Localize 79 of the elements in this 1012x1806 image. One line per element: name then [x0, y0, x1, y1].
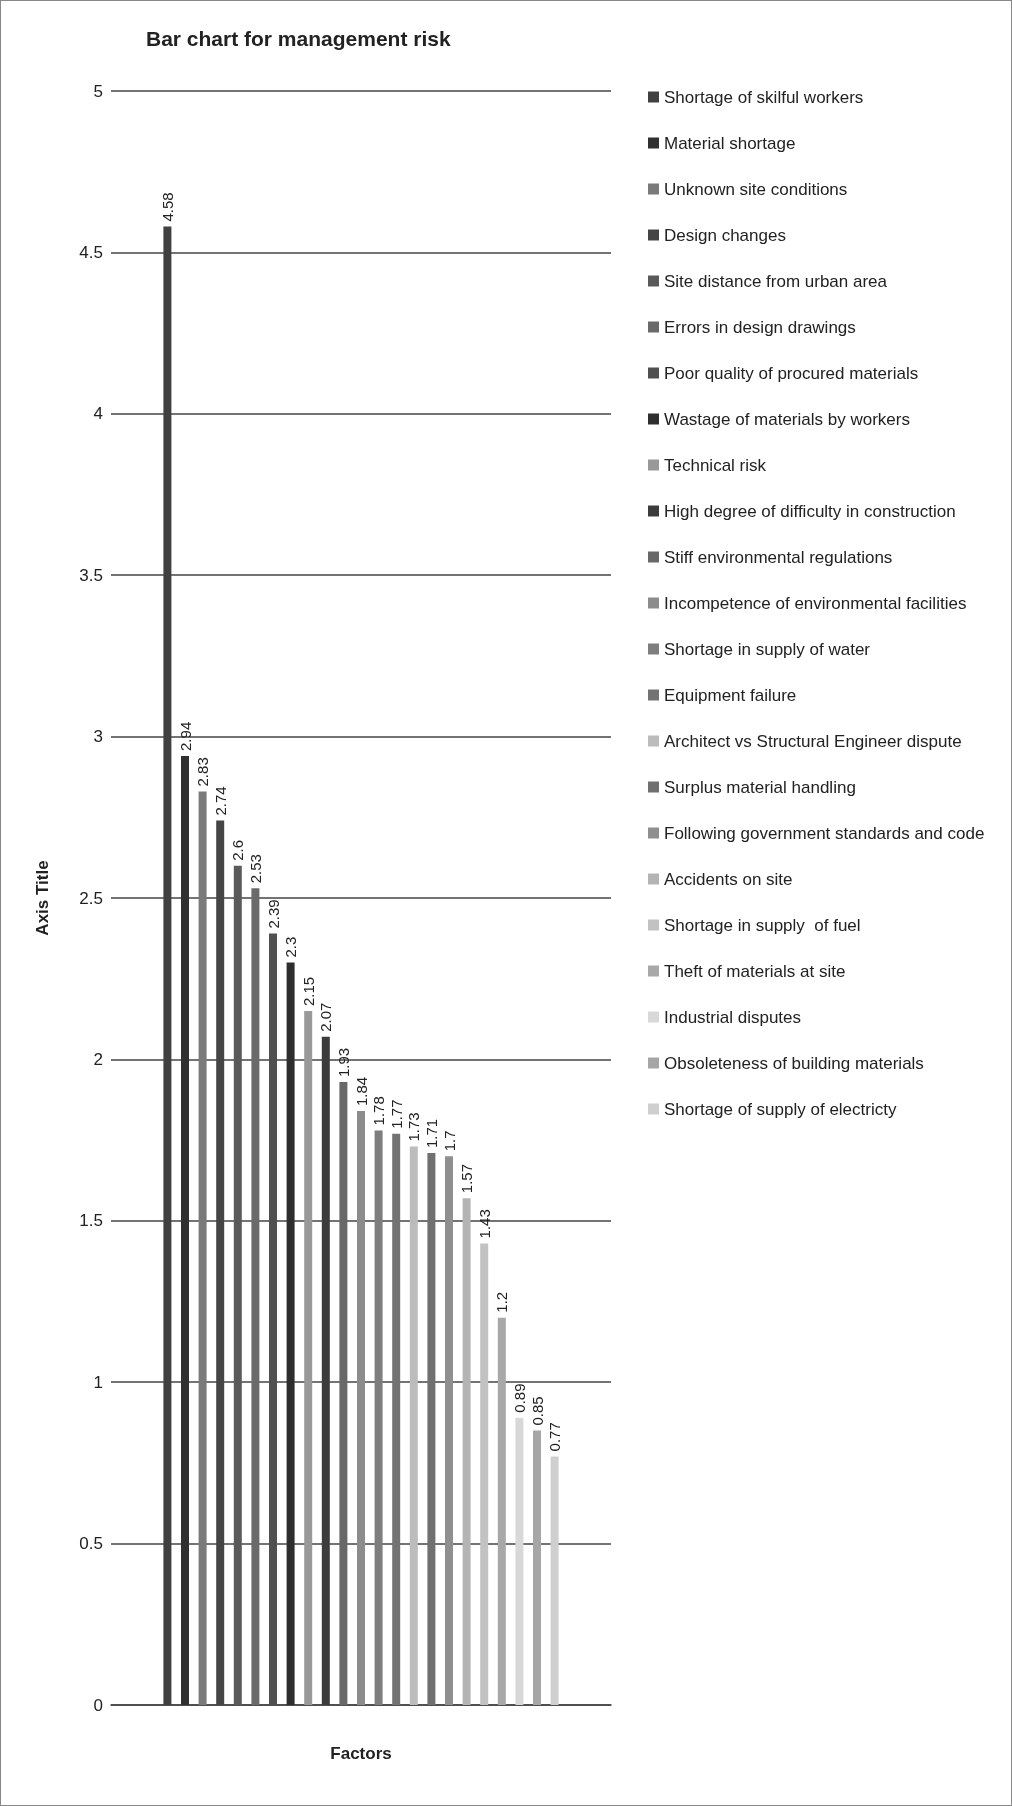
y-tick-label: 0.5 [79, 1534, 103, 1554]
y-tick-label: 4 [93, 404, 103, 424]
legend-label: Stiff environmental regulations [664, 547, 893, 567]
bar [357, 1111, 365, 1705]
legend-label: Shortage in supply of water [664, 639, 871, 659]
legend-label: Design changes [664, 225, 786, 245]
legend-label: Poor quality of procured materials [664, 363, 919, 383]
data-label: 0.77 [546, 1422, 564, 1452]
legend-label: Accidents on site [664, 869, 793, 889]
bar [339, 1082, 348, 1705]
y-tick-label: 4.5 [79, 242, 103, 262]
y-tick-label: 3 [93, 727, 103, 747]
legend-label: Unknown site conditions [664, 179, 848, 199]
bar [233, 865, 242, 1705]
data-label: 2.53 [246, 854, 264, 884]
legend-label: Industrial disputes [664, 1007, 802, 1027]
legend-label: Shortage in supply of fuel [664, 915, 861, 935]
data-label: 2.15 [299, 976, 317, 1006]
data-label: 1.93 [334, 1047, 352, 1077]
bar [497, 1317, 506, 1705]
legend-label: Surplus material handling [664, 777, 856, 797]
legend-label: Wastage of materials by workers [664, 409, 910, 429]
data-label: 1.73 [405, 1112, 423, 1142]
bar [480, 1243, 489, 1705]
legend-label: Equipment failure [664, 685, 797, 705]
data-label: 1.57 [458, 1164, 476, 1194]
y-tick-label: 3.5 [79, 565, 103, 585]
data-label: 1.7 [440, 1130, 458, 1152]
data-label: 2.94 [176, 721, 194, 751]
bar [533, 1430, 541, 1705]
y-tick-label: 1.5 [79, 1211, 103, 1231]
legend-label: Site distance from urban area [664, 271, 888, 291]
data-label: 2.07 [317, 1002, 335, 1032]
y-tick-label: 2 [93, 1049, 103, 1069]
bar [427, 1153, 436, 1705]
y-tick-label: 1 [93, 1372, 103, 1392]
data-label: 2.74 [211, 786, 229, 816]
data-label: 2.6 [229, 839, 247, 861]
y-tick-label: 5 [93, 81, 103, 101]
bar [515, 1417, 524, 1705]
y-tick-label: 0 [93, 1695, 103, 1715]
data-label: 0.89 [510, 1383, 528, 1413]
bar [445, 1156, 453, 1705]
data-label: 1.2 [493, 1291, 511, 1313]
data-label: 2.39 [264, 899, 282, 929]
x-axis-title: Factors [330, 1744, 392, 1763]
legend-label: Shortage of supply of electricty [664, 1099, 897, 1119]
legend-label: Theft of materials at site [664, 961, 846, 981]
bar [198, 791, 207, 1705]
legend-label: Technical risk [664, 455, 767, 475]
data-label: 0.85 [528, 1396, 546, 1426]
data-label: 1.84 [352, 1076, 370, 1107]
y-axis-title: Axis Title [33, 860, 52, 936]
data-label: 2.83 [194, 757, 212, 787]
legend-label: High degree of difficulty in construction [664, 501, 956, 521]
legend-label: Following government standards and code [664, 823, 985, 843]
bar [409, 1146, 418, 1705]
bar [286, 962, 295, 1705]
data-label: 2.3 [282, 936, 300, 958]
legend-label: Shortage of skilful workers [664, 87, 864, 107]
legend-label: Incompetence of environmental facilities [664, 593, 967, 613]
chart-title: Bar chart for management risk [146, 27, 451, 50]
bar [550, 1456, 559, 1705]
data-label: 1.43 [475, 1209, 493, 1239]
data-label: 1.77 [387, 1099, 405, 1129]
legend-label: Obsoleteness of building materials [664, 1053, 924, 1073]
legend-label: Errors in design drawings [664, 317, 856, 337]
bar [304, 1010, 313, 1705]
data-label: 4.58 [158, 192, 176, 222]
bar [251, 888, 260, 1705]
bar [462, 1198, 471, 1705]
bar [374, 1130, 383, 1705]
legend-label: Architect vs Structural Engineer dispute [664, 731, 962, 751]
legend-label: Material shortage [664, 133, 796, 153]
bar [392, 1133, 401, 1705]
data-label: 1.71 [422, 1118, 440, 1149]
data-label: 1.78 [370, 1096, 388, 1126]
y-tick-label: 2.5 [79, 888, 103, 908]
bar [181, 755, 189, 1705]
